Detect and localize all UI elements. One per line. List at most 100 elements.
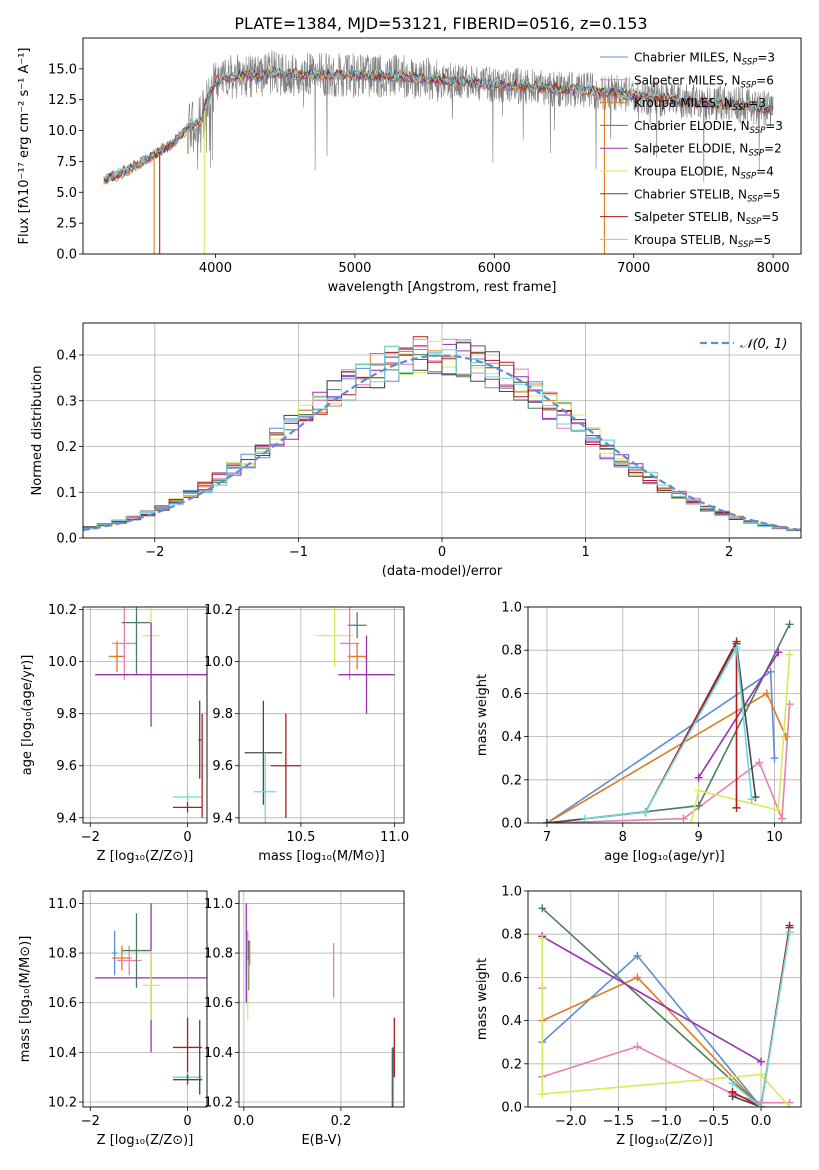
y-tick-label: 9.6 bbox=[56, 759, 77, 774]
error-point-salpeter-stelib bbox=[172, 1017, 203, 1078]
frame-spectrum: 4000 5000 6000 7000 8000 0.0 2.5 5.0 7.5 10.0 12.5… bbox=[17, 37, 802, 295]
y-tick-label: 0.8 bbox=[501, 644, 522, 659]
x-tick-label: −1 bbox=[289, 545, 308, 560]
y-tick-label: 0.2 bbox=[501, 773, 522, 788]
weight-marker bbox=[633, 973, 642, 982]
weight-marker bbox=[757, 1070, 766, 1079]
y-tick-label: 10.2 bbox=[204, 603, 233, 618]
weight-marker bbox=[757, 1103, 766, 1107]
error-point-chabrier-elodie bbox=[121, 607, 152, 675]
weight-marker bbox=[755, 758, 764, 767]
y-tick-label: 10.0 bbox=[48, 655, 77, 670]
y-tick-label: 1.0 bbox=[501, 885, 522, 900]
weight-marker bbox=[747, 795, 756, 804]
plot-area-weight_vs_age bbox=[542, 620, 794, 823]
x-axis-label: (data-model)/error bbox=[382, 564, 503, 579]
weight-series-kroupa-elodie bbox=[538, 934, 794, 1107]
weight-marker bbox=[732, 803, 741, 812]
weight-series-kroupa-stelib bbox=[580, 644, 756, 823]
y-tick-label: 0.3 bbox=[56, 394, 77, 409]
y-tick-label: 10.0 bbox=[48, 124, 77, 139]
plot-area-weight_vs_Z bbox=[538, 904, 794, 1107]
axes-frame bbox=[527, 606, 802, 824]
legend-entry-salpeter-miles: Salpeter MILES, NSSP=6 bbox=[634, 73, 774, 90]
error-point-kroupa-miles bbox=[112, 945, 132, 971]
weight-marker bbox=[694, 786, 703, 795]
axes-frame bbox=[82, 37, 802, 255]
x-tick-label: −0.5 bbox=[698, 1114, 730, 1129]
legend-entry-chabrier-elodie: Chabrier ELODIE, NSSP=3 bbox=[634, 119, 783, 136]
axes-frame bbox=[82, 606, 208, 824]
x-tick-label: 11.0 bbox=[380, 830, 409, 845]
gaussian-legend-label: 𝒩(0, 1) bbox=[740, 337, 787, 352]
y-tick-label: 10.8 bbox=[204, 947, 233, 962]
x-tick-label: 4000 bbox=[199, 261, 232, 276]
error-point-chabrier-stelib bbox=[198, 700, 202, 779]
weight-marker bbox=[728, 1079, 737, 1088]
plot-area-age_vs_Z bbox=[95, 607, 207, 818]
histogram-salpeter-stelib bbox=[83, 336, 801, 531]
y-axis-label: mass [log₁₀(M/M⊙)] bbox=[18, 936, 33, 1063]
y-tick-label: 7.5 bbox=[56, 155, 77, 170]
weight-marker bbox=[542, 819, 551, 823]
y-tick-label: 0.4 bbox=[56, 349, 77, 364]
frame-mass_vs_ebv: 0.0 0.2 10.2 10.4 10.6 10.8 11.0 E(B-V) bbox=[204, 890, 405, 1148]
y-tick-label: 10.6 bbox=[204, 996, 233, 1011]
y-tick-label: 1.0 bbox=[501, 601, 522, 616]
frame-residuals: −2 −1 0 1 2 0.0 0.1 0.2 0.3 0.4 (data-model)/error… bbox=[30, 322, 802, 579]
weight-series-salpeter-elodie bbox=[538, 932, 766, 1066]
x-axis-label: Z [log₁₀(Z/Z⊙)] bbox=[616, 1133, 713, 1148]
x-tick-label: 0 bbox=[183, 830, 191, 845]
y-tick-label: 10.8 bbox=[48, 947, 77, 962]
axes-frame bbox=[238, 890, 405, 1108]
frame-weight_vs_age: 7 8 9 10 0.0 0.2 0.4 0.6 0.8 1.0 age [log₁₀(age/yr… bbox=[475, 601, 802, 864]
y-tick-label: 0.0 bbox=[501, 817, 522, 832]
x-tick-label: 5000 bbox=[338, 261, 371, 276]
y-tick-label: 9.4 bbox=[56, 811, 77, 826]
y-tick-label: 9.6 bbox=[212, 759, 233, 774]
y-axis-label: mass weight bbox=[475, 674, 490, 756]
error-point-chabrier-elodie bbox=[121, 913, 152, 988]
y-tick-label: 0.1 bbox=[56, 486, 77, 501]
weight-series-kroupa-miles bbox=[542, 689, 790, 823]
weight-marker bbox=[785, 928, 794, 937]
axes-mass_vs_ebv: 0.0 0.2 10.2 10.4 10.6 10.8 11.0 E(B-V) bbox=[204, 890, 405, 1148]
weight-marker bbox=[538, 904, 547, 913]
weight-marker bbox=[778, 814, 787, 823]
weight-marker bbox=[633, 951, 642, 960]
weight-marker bbox=[774, 648, 783, 657]
x-tick-label: 10.5 bbox=[286, 830, 315, 845]
weight-line bbox=[546, 704, 791, 823]
weight-line bbox=[541, 935, 762, 1063]
y-axis-label: age [log₁₀(age/yr)] bbox=[20, 655, 35, 776]
axes-age_vs_Z: −2 0 9.4 9.6 9.8 10.0 10.2 Z [log₁₀(Z/Z⊙)] age [… bbox=[20, 603, 208, 864]
plot-area-mass_vs_ebv bbox=[245, 903, 395, 1107]
y-tick-label: 0.6 bbox=[501, 971, 522, 986]
frame-mass_vs_Z: −2 0 10.2 10.4 10.6 10.8 11.0 Z [log₁₀(Z/Z⊙)] ma… bbox=[18, 890, 208, 1148]
y-tick-label: 2.5 bbox=[56, 217, 77, 232]
weight-marker bbox=[538, 934, 547, 943]
error-point-chabrier-stelib bbox=[244, 700, 283, 805]
legend-entry-chabrier-miles: Chabrier MILES, NSSP=3 bbox=[634, 51, 775, 68]
weight-marker bbox=[728, 1087, 737, 1096]
weight-line bbox=[541, 907, 762, 1107]
legend-entry-salpeter-elodie: Salpeter ELODIE, NSSP=2 bbox=[634, 142, 782, 159]
y-tick-label: 11.0 bbox=[204, 897, 233, 912]
histogram-kroupa-stelib bbox=[83, 339, 801, 531]
y-tick-label: 0.2 bbox=[501, 1057, 522, 1072]
weight-marker bbox=[633, 1042, 642, 1051]
x-tick-label: 1 bbox=[581, 545, 589, 560]
x-tick-label: 8 bbox=[619, 830, 627, 845]
x-tick-label: 0.0 bbox=[751, 1114, 772, 1129]
weight-series-kroupa-elodie bbox=[687, 650, 794, 823]
weight-series-chabrier-miles bbox=[538, 951, 766, 1107]
weight-series-kroupa-miles bbox=[538, 973, 766, 1107]
error-point-chabrier-elodie bbox=[347, 612, 367, 639]
y-tick-label: 9.8 bbox=[56, 707, 77, 722]
weight-marker bbox=[580, 814, 589, 823]
axes-frame bbox=[82, 890, 208, 1108]
y-tick-label: 5.0 bbox=[56, 186, 77, 201]
legend-entry-salpeter-stelib: Salpeter STELIB, NSSP=5 bbox=[634, 210, 779, 227]
model-spectrum-salpeter-stelib bbox=[103, 67, 774, 183]
x-tick-label: −1.5 bbox=[603, 1114, 635, 1129]
